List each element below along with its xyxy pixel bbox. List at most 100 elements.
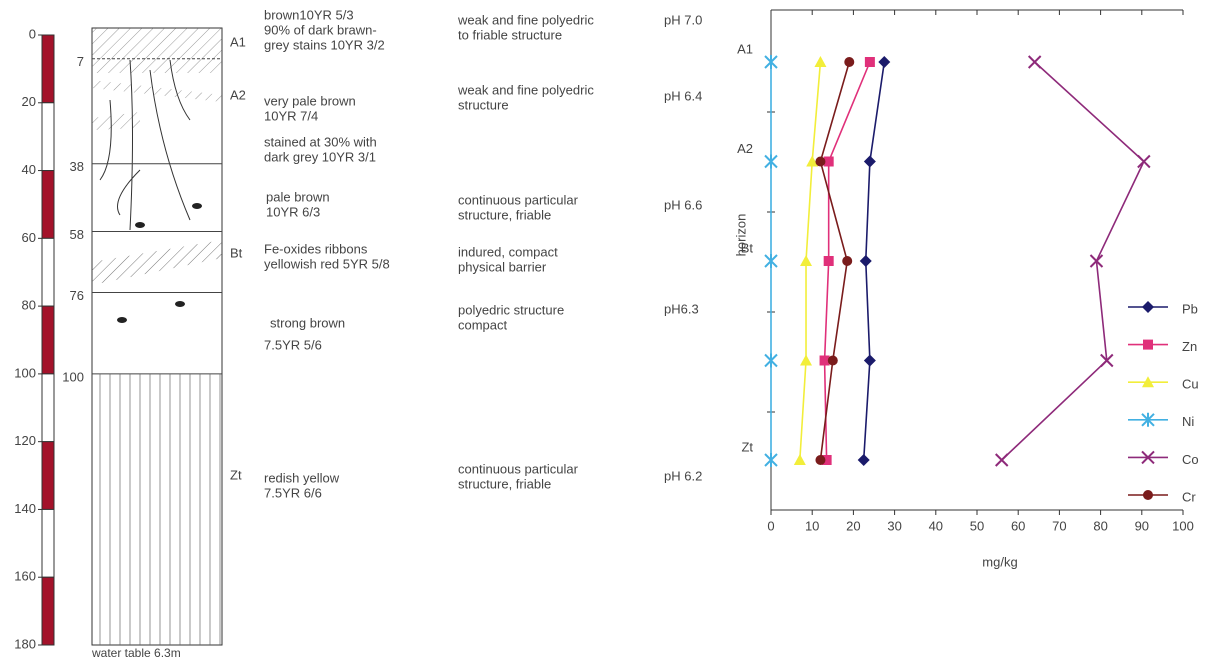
marker	[764, 353, 778, 368]
marker	[800, 255, 813, 266]
horizon-description: dark grey 10YR 3/1	[264, 149, 376, 164]
legend-marker	[1142, 301, 1154, 313]
depth-tick-label: 100	[14, 365, 36, 380]
structure-description: weak and fine polyedric	[457, 12, 594, 27]
series-line	[1001, 61, 1145, 461]
depth-bar-segment	[41, 170, 55, 239]
marker	[764, 55, 778, 69]
marker	[1089, 254, 1104, 268]
depth-bar-segment	[41, 508, 55, 578]
horizon-description: stained at 30% with	[264, 134, 377, 149]
marker	[800, 354, 813, 366]
boundary-depth-label: 38	[70, 159, 84, 174]
nodule	[117, 317, 127, 323]
hatch-band	[92, 112, 140, 130]
horizon-description: pale brown	[266, 189, 330, 204]
legend-label: Cr	[1182, 489, 1196, 504]
hatch-band	[92, 80, 222, 102]
x-tick-label: 100	[1172, 518, 1194, 533]
marker	[764, 254, 778, 268]
depth-bar-segment	[41, 305, 55, 375]
horizon-code: A1	[230, 34, 246, 49]
marker	[823, 156, 834, 167]
structure-description: physical barrier	[458, 259, 547, 274]
ph-value: pH 6.4	[664, 88, 702, 103]
depth-bar-segment	[41, 576, 55, 646]
x-tick-label: 20	[846, 518, 860, 533]
marker	[864, 57, 875, 67]
marker	[821, 455, 832, 465]
horizon-code: A2	[230, 87, 246, 102]
marker	[823, 256, 834, 266]
x-tick-label: 40	[929, 518, 943, 533]
structure-description: continuous particular	[458, 461, 579, 476]
structure-description: structure, friable	[458, 476, 551, 491]
marker	[806, 155, 819, 167]
horizon-description: brown10YR 5/3	[264, 7, 354, 22]
marker	[1027, 55, 1042, 69]
depth-tick-label: 80	[22, 298, 36, 313]
hatch-bt	[92, 240, 222, 285]
structure-description: compact	[458, 317, 508, 332]
legend-label: Zn	[1182, 339, 1197, 354]
marker	[819, 355, 830, 366]
legend-label: Pb	[1182, 301, 1198, 316]
horizon-description: strong brown	[270, 315, 345, 330]
marker	[815, 156, 826, 167]
structure-description: polyedric structure	[458, 302, 564, 317]
depth-bar-segment	[41, 373, 55, 443]
legend-marker	[1143, 339, 1153, 350]
marker	[995, 453, 1009, 467]
boundary-depth-label: 76	[70, 288, 84, 303]
horizon-description: 7.5YR 5/6	[264, 337, 322, 352]
depth-bar-segment	[41, 237, 55, 307]
marker	[857, 454, 870, 466]
ph-value: pH 7.0	[664, 12, 702, 27]
legend-marker	[1143, 490, 1153, 500]
structure-description: weak and fine polyedric	[457, 82, 594, 97]
horizon-description: 10YR 7/4	[264, 108, 318, 123]
y-category-label: A1	[737, 41, 753, 56]
depth-tick-label: 180	[14, 636, 36, 651]
marker	[764, 154, 778, 169]
ph-value: pH 6.6	[664, 197, 702, 212]
x-axis-label: mg/kg	[982, 554, 1017, 569]
horizon-description: redish yellow	[264, 470, 340, 485]
horizon-description: grey stains 10YR 3/2	[264, 37, 385, 52]
marker	[863, 155, 876, 168]
marker	[814, 56, 827, 67]
y-category-label: Bt	[741, 240, 754, 255]
depth-bar-segment	[41, 102, 55, 172]
boundary-depth-label: 7	[77, 54, 84, 69]
structure-description: indured, compact	[458, 244, 558, 259]
depth-tick-label: 40	[22, 162, 36, 177]
horizon-description: yellowish red 5YR 5/8	[264, 256, 390, 271]
x-tick-label: 80	[1093, 518, 1107, 533]
line-chart: mg/kg horizon 0 10 20 30 40 50 60 70 80 90 100 A1 A2…	[733, 9, 1199, 569]
legend-marker	[1142, 376, 1154, 388]
depth-tick-label: 20	[22, 94, 36, 109]
marker	[827, 355, 838, 366]
legend-marker	[1141, 450, 1155, 465]
x-tick-label: 70	[1052, 518, 1066, 533]
x-tick-label: 90	[1135, 518, 1149, 533]
legend-label: Ni	[1182, 414, 1194, 429]
y-axis-label: horizon	[733, 214, 748, 257]
marker	[863, 354, 876, 367]
horizon-code: Zt	[230, 467, 242, 482]
marker	[844, 57, 855, 67]
horizon-description: 90% of dark brawn-	[264, 22, 377, 37]
water-table: water table 6.3m	[91, 646, 181, 660]
depth-tick-label: 160	[14, 569, 36, 584]
depth-tick-label: 60	[22, 230, 36, 245]
structure-description: to friable structure	[458, 27, 562, 42]
roots	[99, 59, 191, 231]
structure-description: structure	[458, 97, 509, 112]
x-tick-label: 10	[805, 518, 819, 533]
horizon-description: very pale brown	[264, 93, 356, 108]
marker	[1100, 353, 1114, 368]
boundary-depth-label: 100	[62, 369, 84, 384]
y-category-label: A2	[737, 141, 753, 156]
marker	[842, 256, 853, 266]
